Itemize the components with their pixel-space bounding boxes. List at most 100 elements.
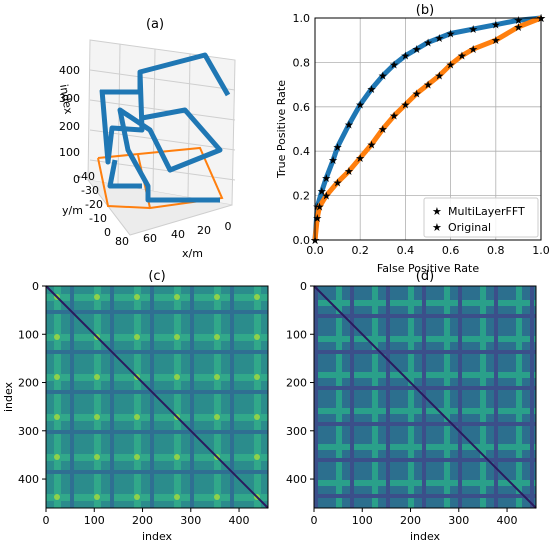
heatmap-d-x-ticks: 0 100 200 300 400	[311, 508, 518, 527]
roc-x-tick: 0.8	[487, 244, 505, 257]
roc-point: ★	[321, 190, 331, 203]
roc-point: ★	[333, 141, 343, 154]
y-tick: 0	[300, 280, 307, 293]
roc-point: ★	[457, 50, 467, 63]
legend-label-multilayerfft: MultiLayerFFT	[448, 205, 525, 218]
roc-x-tick: 0.4	[397, 244, 415, 257]
panel-a-z-ticks: 400 300 200 100 0	[59, 64, 80, 186]
y-tick: 400	[18, 473, 39, 486]
y-tick: 400	[286, 473, 307, 486]
panel-a-trajectory	[99, 52, 231, 203]
legend-marker-original: ★	[432, 221, 442, 234]
panel-a: (a) 400 300 200 100 0 index -40 -30 -20 …	[57, 17, 236, 260]
roc-point: ★	[389, 59, 399, 72]
roc-x-tick: 0.2	[351, 244, 369, 257]
roc-point: ★	[513, 14, 523, 27]
z-tick: 400	[59, 64, 80, 77]
heatmap-c-ylabel: index	[2, 381, 15, 412]
panel-a-y-ticks: -40 -30 -20 -10 0	[77, 170, 111, 239]
roc-point: ★	[491, 34, 501, 47]
y-tick: 0	[32, 280, 39, 293]
panel-b: (b) ★★★★★★★★★★★★★★ ★ ★ ★ ★ ★ ★★★★★★★★★★★★★★★★★…	[275, 3, 550, 275]
y-tick: -20	[85, 198, 103, 211]
y-tick: 100	[18, 328, 39, 341]
roc-point: ★	[317, 185, 327, 198]
roc-point: ★	[321, 172, 331, 185]
roc-point: ★	[312, 212, 322, 225]
x-tick: 0	[225, 220, 232, 233]
x-tick: 60	[143, 232, 157, 245]
legend-label-original: Original	[448, 221, 491, 234]
x-tick: 100	[352, 514, 373, 527]
roc-y-tick: 0.8	[293, 56, 311, 69]
roc-x-tick: 0.0	[306, 244, 324, 257]
roc-point: ★	[513, 21, 523, 34]
roc-point: ★	[367, 83, 377, 96]
x-tick: 0	[311, 514, 318, 527]
panel-b-label: (b)	[416, 3, 434, 18]
z-tick: 0	[73, 173, 80, 186]
roc-y-tick: 0.4	[293, 145, 311, 158]
panel-a-x-ticks: 80 60 40 20 0	[115, 220, 232, 248]
x-tick: 20	[197, 224, 211, 237]
y-tick: -40	[77, 170, 95, 183]
y-tick: 300	[286, 425, 307, 438]
roc-legend: ★ MultiLayerFFT ★ Original	[423, 197, 539, 238]
panel-a-zlabel: index	[57, 83, 75, 115]
y-tick: 300	[18, 425, 39, 438]
y-tick: 0	[104, 226, 111, 239]
panel-a-xlabel: x/m	[182, 247, 203, 260]
x-tick: 80	[115, 235, 129, 248]
roc-xlabel: False Positive Rate	[377, 262, 479, 275]
x-tick: 100	[84, 514, 105, 527]
roc-point: ★	[412, 43, 422, 56]
roc-series-line-0	[312, 15, 542, 241]
roc-point: ★	[333, 176, 343, 189]
roc-series-line-1	[312, 15, 542, 241]
roc-point: ★	[378, 70, 388, 83]
roc-point: ★	[355, 152, 365, 165]
panel-d: (d) 0 100 200 300 400 0 100 200 300 400 index	[286, 269, 537, 543]
roc-x-tick: 1.0	[532, 244, 550, 257]
x-tick: 400	[497, 514, 518, 527]
roc-point: ★	[389, 110, 399, 123]
roc-point: ★	[446, 59, 456, 72]
z-tick: 300	[59, 92, 80, 105]
heatmap-c-x-ticks: 0 100 200 300 400	[43, 508, 250, 527]
roc-point: ★	[423, 79, 433, 92]
roc-y-tick: 0.0	[293, 234, 311, 247]
y-tick: 100	[286, 328, 307, 341]
heatmap-c-y-ticks: 0 100 200 300 400	[18, 280, 46, 486]
x-tick: 200	[132, 514, 153, 527]
heatmap-d-xlabel: index	[410, 530, 441, 543]
roc-point: ★	[434, 32, 444, 45]
legend-marker-multilayerfft: ★	[432, 205, 442, 218]
heatmap-c-diagonal	[45, 285, 269, 509]
y-tick: -30	[81, 184, 99, 197]
roc-point: ★	[355, 99, 365, 112]
roc-point: ★	[400, 50, 410, 63]
roc-x-ticks: 0.0 0.2 0.4 0.6 0.8 1.0	[306, 244, 550, 257]
roc-x-tick: 0.6	[442, 244, 460, 257]
roc-point: ★	[378, 123, 388, 136]
roc-point: ★	[434, 70, 444, 83]
roc-y-ticks: 0.0 0.2 0.4 0.6 0.8 1.0	[293, 12, 311, 247]
roc-y-tick: 1.0	[293, 12, 311, 25]
heatmap-d-frame	[313, 285, 537, 509]
heatmap-c-xlabel: index	[142, 530, 173, 543]
roc-point: ★	[344, 165, 354, 178]
heatmap-c-frame	[45, 285, 269, 509]
panel-d-label: (d)	[416, 269, 434, 284]
y-tick: -10	[89, 212, 107, 225]
roc-point: ★	[491, 19, 501, 32]
roc-point: ★	[328, 154, 338, 167]
roc-y-tick: 0.2	[293, 190, 311, 203]
roc-y-tick: 0.6	[293, 101, 311, 114]
x-tick: 0	[43, 514, 50, 527]
y-tick: 200	[286, 377, 307, 390]
x-tick: 40	[171, 228, 185, 241]
roc-point: ★	[446, 28, 456, 41]
x-tick: 200	[400, 514, 421, 527]
roc-point: ★	[412, 87, 422, 100]
